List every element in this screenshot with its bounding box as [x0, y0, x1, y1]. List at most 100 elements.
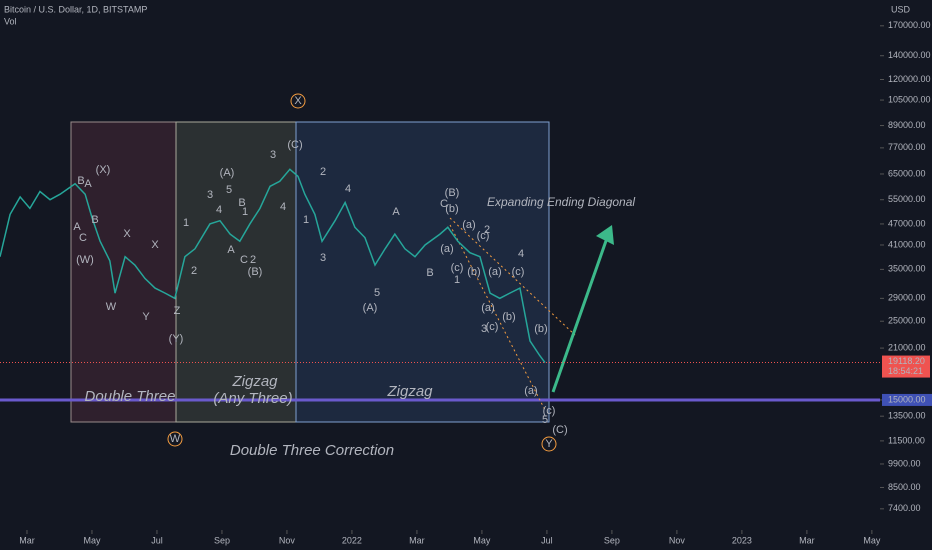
annotation: A: [73, 221, 81, 233]
annotation: 2: [191, 265, 197, 277]
y-tick-label: 8500.00: [888, 482, 921, 492]
wave-circle: [167, 431, 183, 447]
annotation: (c): [512, 266, 525, 278]
annotation: (a): [524, 385, 537, 397]
annotation: (c): [543, 405, 556, 417]
annotation: 3: [270, 149, 276, 161]
annotation: (c): [486, 321, 499, 333]
y-tick-label: 170000.00: [888, 20, 931, 30]
x-tick-label: Mar: [19, 535, 35, 545]
annotation: (C): [552, 424, 567, 436]
y-tick-label: 55000.00: [888, 194, 926, 204]
y-tick-label: 21000.00: [888, 342, 926, 352]
annotation: X: [151, 239, 159, 251]
x-tick-label: 2023: [732, 535, 752, 545]
annotation: (b): [467, 266, 480, 278]
y-tick-label: 47000.00: [888, 218, 926, 228]
double-three-box: [70, 121, 177, 423]
annotation: Double Three Correction: [230, 442, 394, 459]
annotation: 4: [518, 248, 524, 260]
x-tick-label: Nov: [279, 535, 296, 545]
annotation: 5: [542, 414, 548, 426]
y-tick-label: 105000.00: [888, 94, 931, 104]
y-tick-label: 15000.00: [888, 394, 926, 404]
annotation: 2: [320, 166, 326, 178]
chart-title: Bitcoin / U.S. Dollar, 1D, BITSTAMP: [4, 4, 147, 14]
y-tick-label: 120000.00: [888, 74, 931, 84]
wave-circle: [541, 436, 557, 452]
annotation: X: [294, 95, 302, 107]
annotation: A: [227, 244, 235, 256]
annotation: (B): [248, 266, 263, 278]
annotation: (b): [445, 203, 458, 215]
y-tick-label: 13500.00: [888, 411, 926, 421]
annotation: 5: [226, 184, 232, 196]
annotation: 3: [320, 252, 326, 264]
annotation: 2: [484, 224, 490, 236]
annotation: C: [79, 232, 87, 244]
annotation: (C): [287, 139, 302, 151]
annotation: C: [240, 254, 248, 266]
zigzag-box-2: [295, 121, 550, 423]
x-tick-label: May: [473, 535, 491, 545]
diagonal-line: [449, 217, 576, 336]
tick-highlight: [882, 393, 932, 406]
annotation: B: [91, 214, 98, 226]
y-tick-label: 11500.00: [888, 435, 925, 445]
x-tick-label: Sep: [214, 535, 230, 545]
annotation: (Any Three): [213, 390, 292, 407]
x-tick-label: May: [863, 535, 881, 545]
annotation: (A): [363, 302, 378, 314]
annotation: Y: [545, 438, 553, 450]
countdown: 18:54:21: [888, 366, 923, 376]
annotation: 3: [207, 189, 213, 201]
arrow-shaft: [551, 237, 609, 393]
annotation: 4: [280, 201, 286, 213]
annotation: W: [106, 301, 117, 313]
y-tick-label: 25000.00: [888, 316, 926, 326]
annotation: 3: [481, 323, 487, 335]
annotation: Expanding Ending Diagonal: [487, 195, 635, 209]
annotation: (a): [481, 302, 494, 314]
y-tick-label: 140000.00: [888, 50, 931, 60]
price-axis: [880, 0, 932, 550]
y-tick-label: 35000.00: [888, 264, 926, 274]
annotation: (a): [440, 243, 453, 255]
annotation: (W): [76, 254, 94, 266]
y-tick-label: 29000.00: [888, 293, 926, 303]
annotation: Zigzag: [231, 373, 278, 390]
y-tick-label: 89000.00: [888, 120, 926, 130]
y-tick-label: 65000.00: [888, 168, 926, 178]
annotation: Double Three: [85, 388, 176, 405]
annotation: 1: [454, 274, 460, 286]
annotation: 1: [303, 214, 309, 226]
annotation: 2: [250, 254, 256, 266]
annotation: (X): [96, 164, 111, 176]
annotation: (b): [534, 323, 547, 335]
annotation: Y: [142, 311, 150, 323]
x-tick-label: Sep: [604, 535, 620, 545]
annotation: 4: [345, 183, 351, 195]
y-tick-label: 77000.00: [888, 142, 926, 152]
annotation: (c): [477, 230, 490, 242]
x-tick-label: Mar: [799, 535, 815, 545]
price-line: [0, 168, 546, 364]
annotation: 1: [242, 206, 248, 218]
annotation: Zigzag: [386, 383, 433, 400]
last-price-label: 19118.20: [888, 356, 925, 366]
annotation: (a): [488, 266, 501, 278]
y-tick-label: 9900.00: [888, 458, 921, 468]
arrow-head: [596, 225, 614, 245]
y-tick-label: 7400.00: [888, 503, 921, 513]
x-tick-label: Nov: [669, 535, 686, 545]
price-tag: [882, 355, 930, 378]
annotation: (B): [445, 187, 460, 199]
annotation: B: [77, 175, 84, 187]
annotation: (b): [502, 311, 515, 323]
annotation: (A): [220, 167, 235, 179]
y-tick-label: 41000.00: [888, 239, 926, 249]
annotation: A: [84, 178, 92, 190]
annotation: B: [238, 197, 245, 209]
annotation: (Y): [169, 333, 184, 345]
